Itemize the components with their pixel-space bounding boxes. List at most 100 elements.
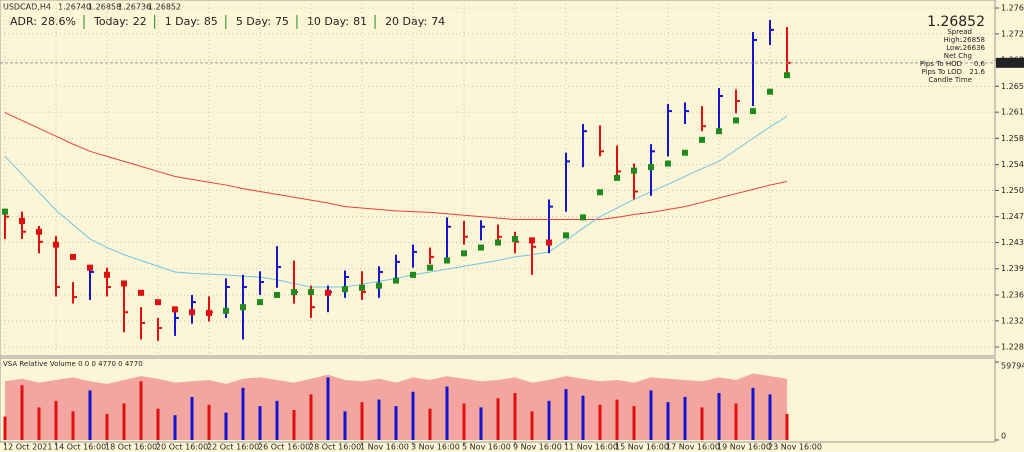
volume-bar <box>105 413 109 440</box>
volume-bar <box>564 389 568 440</box>
ma-dot <box>87 264 93 271</box>
volume-bar <box>173 415 177 440</box>
ma-dot <box>546 239 552 246</box>
ma-dot <box>444 257 450 264</box>
volume-bar <box>139 381 143 440</box>
adr-value: 85 <box>204 15 218 28</box>
volume-bar <box>156 408 160 440</box>
ma-dot <box>325 289 331 296</box>
ma-dot <box>495 239 501 246</box>
ma-dot <box>104 271 110 278</box>
adr-value: 22 <box>133 15 147 28</box>
ma-dot <box>631 167 637 174</box>
ma-dot <box>172 306 178 313</box>
y-tick-label: 1.22895 <box>1001 343 1024 352</box>
ma-dot <box>393 277 399 284</box>
x-tick-label: 17 Nov 16:00 <box>666 443 720 452</box>
volume-bar <box>581 395 585 440</box>
volume-bar <box>54 400 58 440</box>
ma-dot <box>36 228 42 235</box>
header-ohlc: 1.26858 <box>88 3 121 12</box>
info-label: Low: <box>946 44 962 52</box>
ma-dot <box>716 128 722 135</box>
ma-dot <box>682 149 688 156</box>
y-tick-label: 1.25435 <box>1001 160 1024 169</box>
ma-dot <box>427 264 433 271</box>
ma-dot <box>291 289 297 296</box>
ma-dot <box>342 286 348 293</box>
ma-dot <box>784 72 790 79</box>
volume-bar <box>666 402 670 440</box>
y-tick-label: 1.25800 <box>1001 134 1024 143</box>
adr-label: 5 Day: <box>236 15 271 28</box>
price-box <box>996 57 1024 68</box>
adr-label: 1 Day: <box>165 15 200 28</box>
x-tick-label: 22 Oct 16:00 <box>207 443 259 452</box>
volume-bar <box>683 396 687 440</box>
volume-bar <box>428 408 432 440</box>
adr-label: Today: <box>93 15 129 28</box>
info-label: Pips To HOD <box>920 60 962 68</box>
ma-dot <box>512 235 518 242</box>
x-tick-label: 26 Oct 16:00 <box>258 443 310 452</box>
adr-value: 75 <box>275 15 289 28</box>
info-label: High: <box>944 36 962 44</box>
adr-label: 20 Day: <box>385 15 427 28</box>
volume-bar <box>224 412 228 440</box>
y-tick-label: 1.25075 <box>1001 186 1024 195</box>
ma-dot <box>138 289 144 296</box>
adr-value: 81 <box>353 15 367 28</box>
x-tick-label: 19 Nov 16:00 <box>717 443 771 452</box>
ma-dot <box>121 280 127 287</box>
volume-bar <box>360 402 364 440</box>
info-value: .26858 <box>961 36 986 44</box>
volume-bar <box>88 390 92 440</box>
y-tick-label: 1.23985 <box>1001 264 1024 273</box>
volume-bar <box>632 406 636 440</box>
ma-dot <box>206 309 212 316</box>
symbol: USDCAD,H4 <box>3 3 51 12</box>
x-tick-label: 3 Nov 16:00 <box>411 443 460 452</box>
volume-bar <box>479 407 483 440</box>
volume-bar <box>768 394 772 440</box>
volume-bar <box>241 387 245 440</box>
ma-dot <box>665 160 671 167</box>
x-tick-label: 15 Nov 16:00 <box>615 443 669 452</box>
header-ohlc: 1.26736 <box>118 3 151 12</box>
info-price: 1.26852 <box>927 14 985 30</box>
volume-bar <box>275 400 279 440</box>
volume-bar <box>445 386 449 440</box>
volume-bar <box>20 385 24 440</box>
ma-dot <box>19 217 25 224</box>
ma-dot <box>359 284 365 291</box>
adr-value: 28.6% <box>41 15 76 28</box>
info-label: Pips To LOD <box>922 68 962 76</box>
ma-dot <box>580 214 586 221</box>
ma-dot <box>70 253 76 260</box>
y-tick-label: 1.23260 <box>1001 316 1024 325</box>
volume-bar <box>547 400 551 440</box>
volume-bar <box>37 407 41 440</box>
ma-dot <box>2 208 8 215</box>
info-value: 0.6 <box>974 60 986 68</box>
volume-bar <box>496 398 500 440</box>
ma-dot <box>308 289 314 296</box>
x-tick-label: 5 Nov 16:00 <box>462 443 511 452</box>
ma-dot <box>189 309 195 316</box>
ma-dot <box>597 189 603 196</box>
volume-bar <box>411 391 415 440</box>
info-label: Candle Time <box>928 76 972 84</box>
ma-dot <box>257 299 263 306</box>
ma-dot <box>614 174 620 181</box>
volume-bar <box>309 394 313 440</box>
volume-bar <box>751 387 755 440</box>
volume-bar <box>71 411 75 440</box>
y-tick-label: 1.24350 <box>1001 238 1024 247</box>
ma-dot <box>223 307 229 314</box>
volume-bar <box>734 403 738 440</box>
y-tick-label: 1.26165 <box>1001 108 1024 117</box>
ma-dot <box>461 250 467 257</box>
info-label: Net Chg <box>944 52 972 60</box>
info-label: Spread <box>947 28 972 36</box>
volume-bar <box>513 393 517 440</box>
